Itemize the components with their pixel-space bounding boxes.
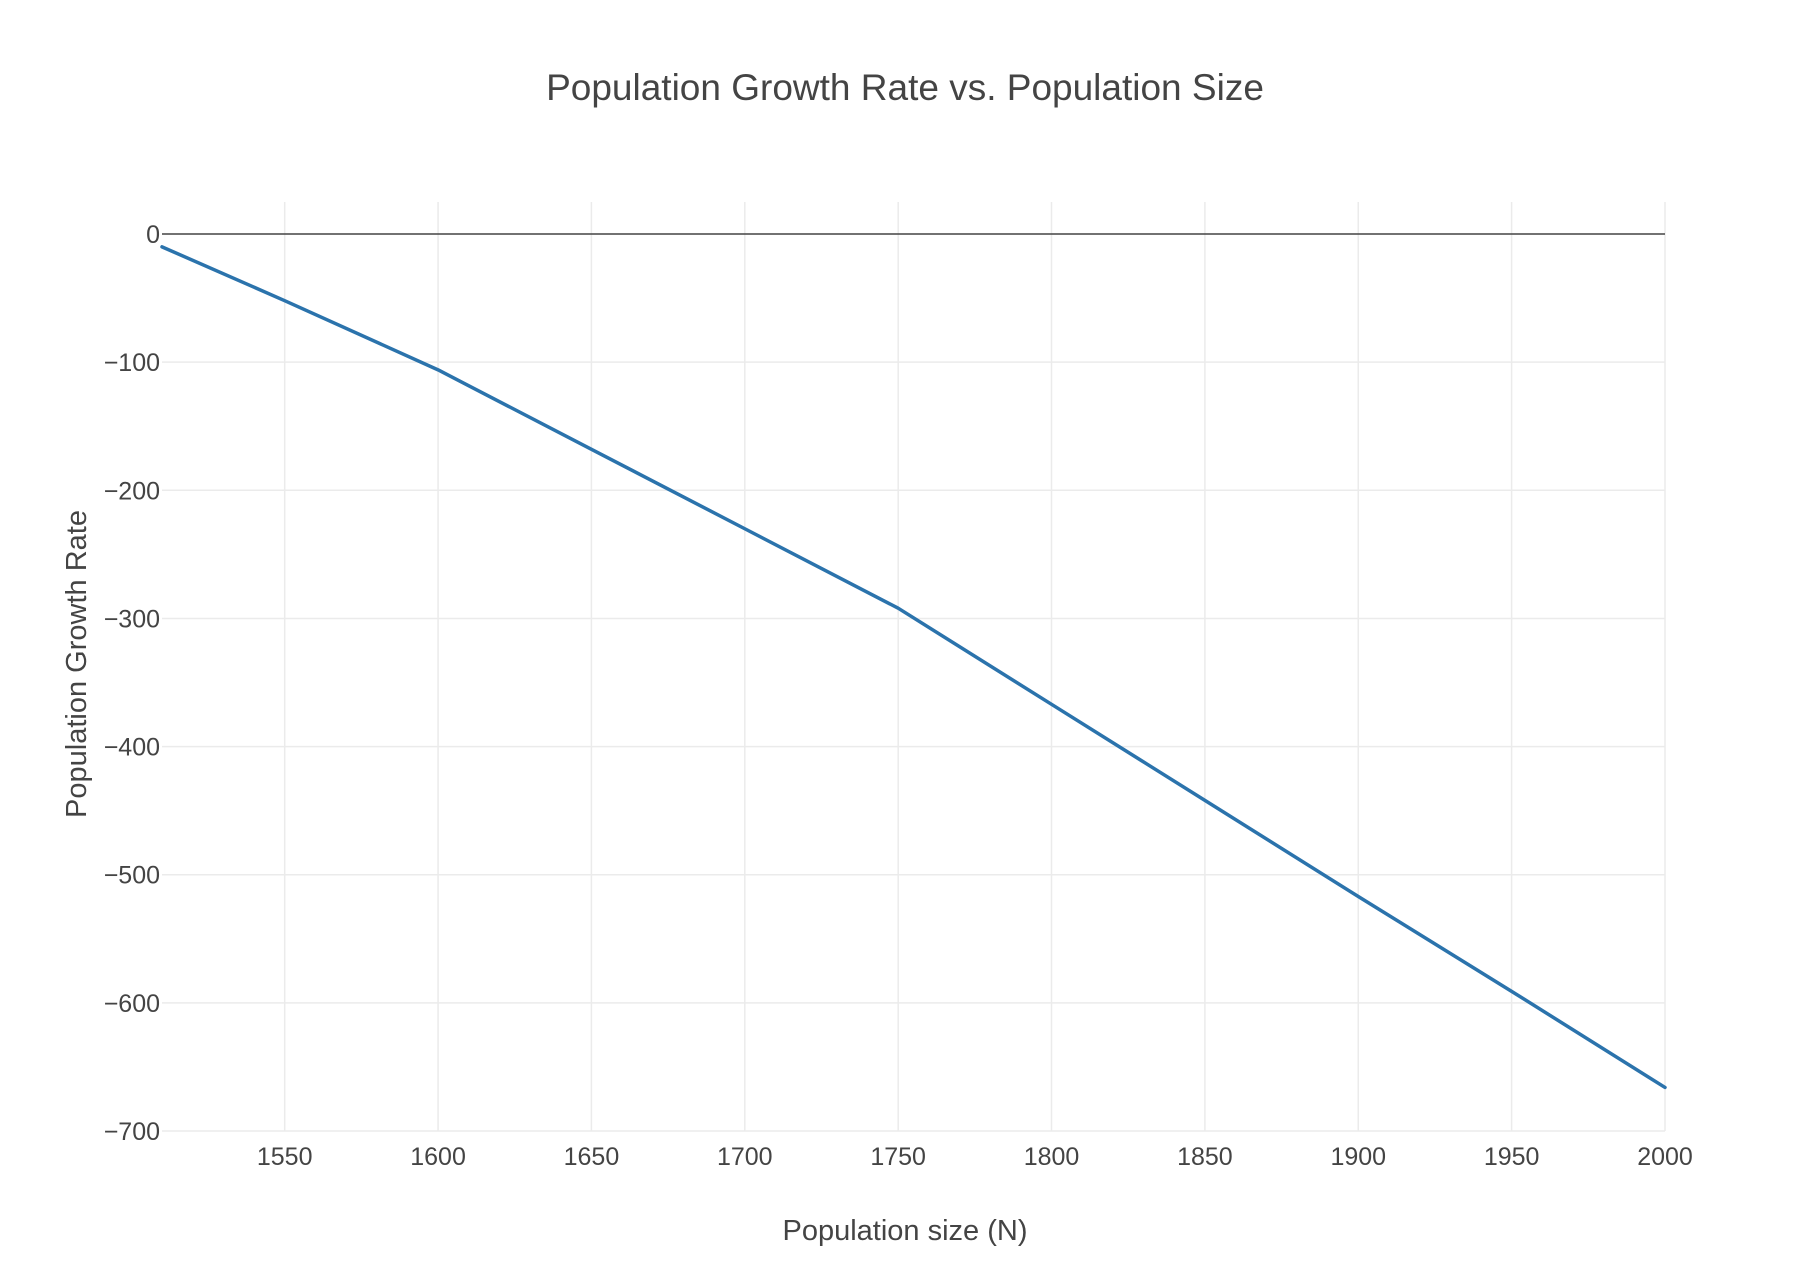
- x-tick-label: 1900: [1330, 1143, 1386, 1171]
- x-tick-label: 2000: [1637, 1143, 1693, 1171]
- y-tick-label: −200: [104, 477, 160, 505]
- axis-layer: 1550 1600 1650 1700 1750 1800 1850 1900 1950 2000…: [104, 221, 1693, 1171]
- label-layer: Population Growth Rate vs. Population Si…: [61, 67, 1264, 1247]
- chart-title: Population Growth Rate vs. Population Si…: [546, 67, 1264, 108]
- y-tick-label: −100: [104, 349, 160, 377]
- y-tick-label: −700: [104, 1118, 160, 1146]
- x-tick-label: 1750: [870, 1143, 926, 1171]
- x-tick-label: 1600: [410, 1143, 466, 1171]
- series-line: [160, 245, 1667, 1090]
- y-tick-label: −300: [104, 605, 160, 633]
- x-tick-label: 1550: [257, 1143, 313, 1171]
- y-tick-label: 0: [146, 221, 160, 249]
- x-tick-label: 1800: [1024, 1143, 1080, 1171]
- x-tick-label: 1700: [717, 1143, 773, 1171]
- x-tick-label: 1950: [1484, 1143, 1540, 1171]
- grid-layer: [162, 202, 1666, 1132]
- y-tick-label: −600: [104, 990, 160, 1018]
- x-tick-label: 1650: [564, 1143, 620, 1171]
- series-layer: [160, 245, 1667, 1090]
- y-tick-label: −500: [104, 862, 160, 890]
- y-axis-title: Population Growth Rate: [61, 510, 93, 818]
- x-axis-title: Population size (N): [783, 1215, 1028, 1247]
- y-tick-label: −400: [104, 734, 160, 762]
- x-tick-label: 1850: [1177, 1143, 1233, 1171]
